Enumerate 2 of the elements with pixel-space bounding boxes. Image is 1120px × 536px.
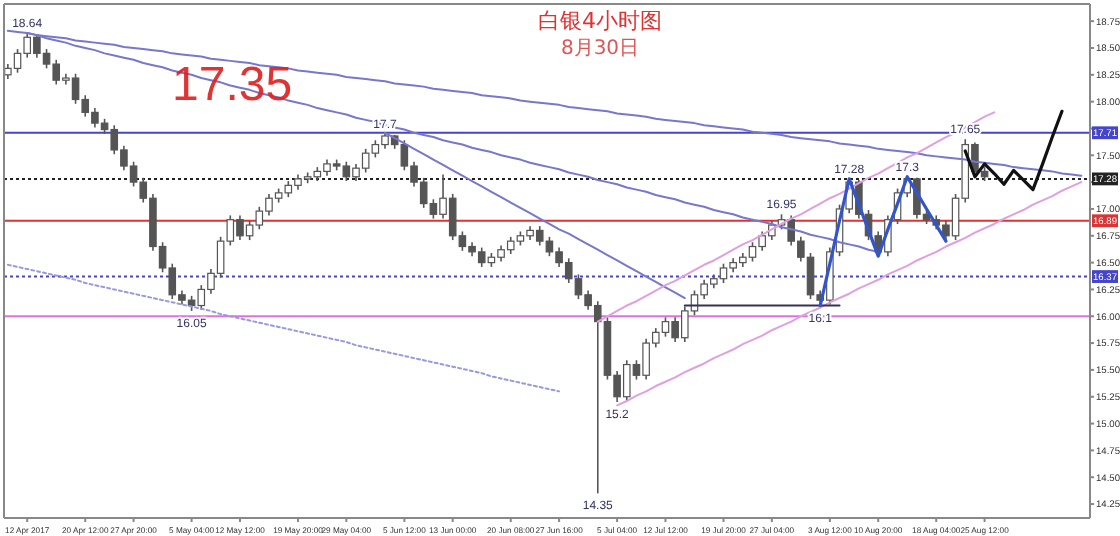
text: 8月30日 <box>560 38 640 60</box>
chart-title: 白银4小时图 <box>538 8 662 34</box>
